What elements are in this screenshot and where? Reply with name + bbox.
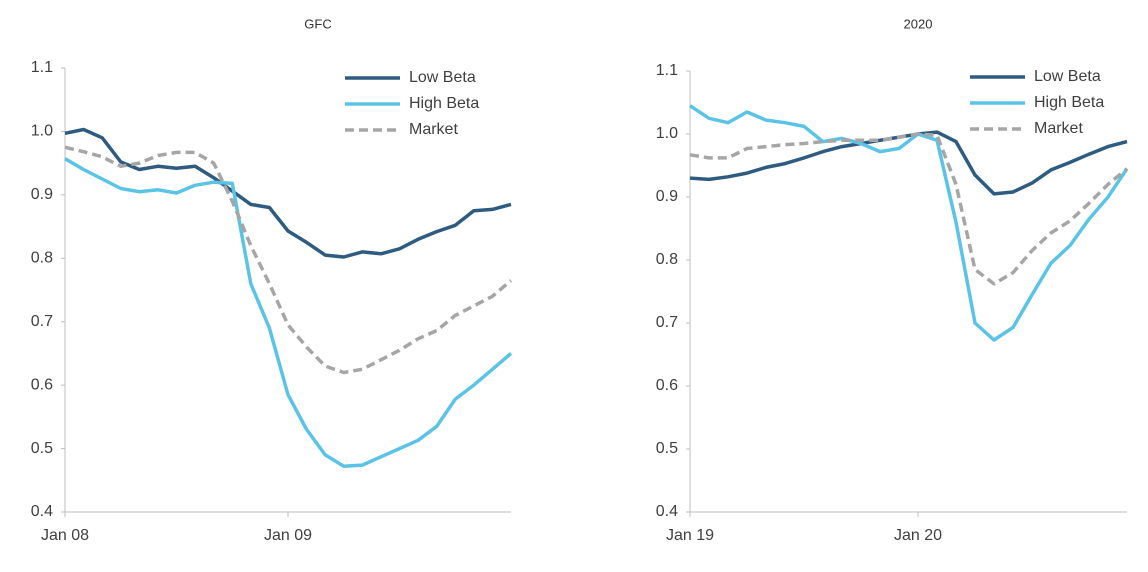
y-tick-label: 0.9 [31,186,53,203]
legend-label: High Beta [409,95,479,112]
y-tick-label: 0.8 [656,251,678,268]
y-tick-label: 0.6 [31,376,53,393]
y-tick-label: 0.7 [31,313,53,330]
y-tick-label: 0.4 [656,503,678,520]
y-tick-label: 1.1 [656,62,678,79]
x-tick-label: Jan 20 [894,527,942,544]
y-tick-label: 1.0 [31,123,53,140]
series-line [64,127,512,259]
series-line [689,130,1128,196]
legend-label: Market [409,121,458,138]
x-tick-label: Jan 08 [41,527,89,544]
y-tick-label: 0.8 [31,250,53,267]
x-tick-label: Jan 19 [666,527,714,544]
legend-label: Low Beta [1034,68,1101,85]
y-tick-label: 0.4 [31,503,53,520]
y-tick-label: 1.0 [656,125,678,142]
series-line [689,132,1129,286]
legend-label: Low Beta [409,69,476,86]
legend-label: High Beta [1034,94,1104,111]
series-line [689,104,1129,342]
series-line [64,157,513,469]
series-line [64,145,513,375]
y-tick-label: 0.5 [31,440,53,457]
x-tick-label: Jan 09 [264,527,312,544]
y-tick-label: 1.1 [31,59,53,76]
y-tick-label: 0.6 [656,377,678,394]
y-tick-label: 0.9 [656,188,678,205]
y-tick-label: 0.7 [656,314,678,331]
legend-label: Market [1034,120,1083,137]
y-tick-label: 0.5 [656,440,678,457]
chart-title: 2020 [904,16,933,31]
chart-title: GFC [304,16,331,31]
